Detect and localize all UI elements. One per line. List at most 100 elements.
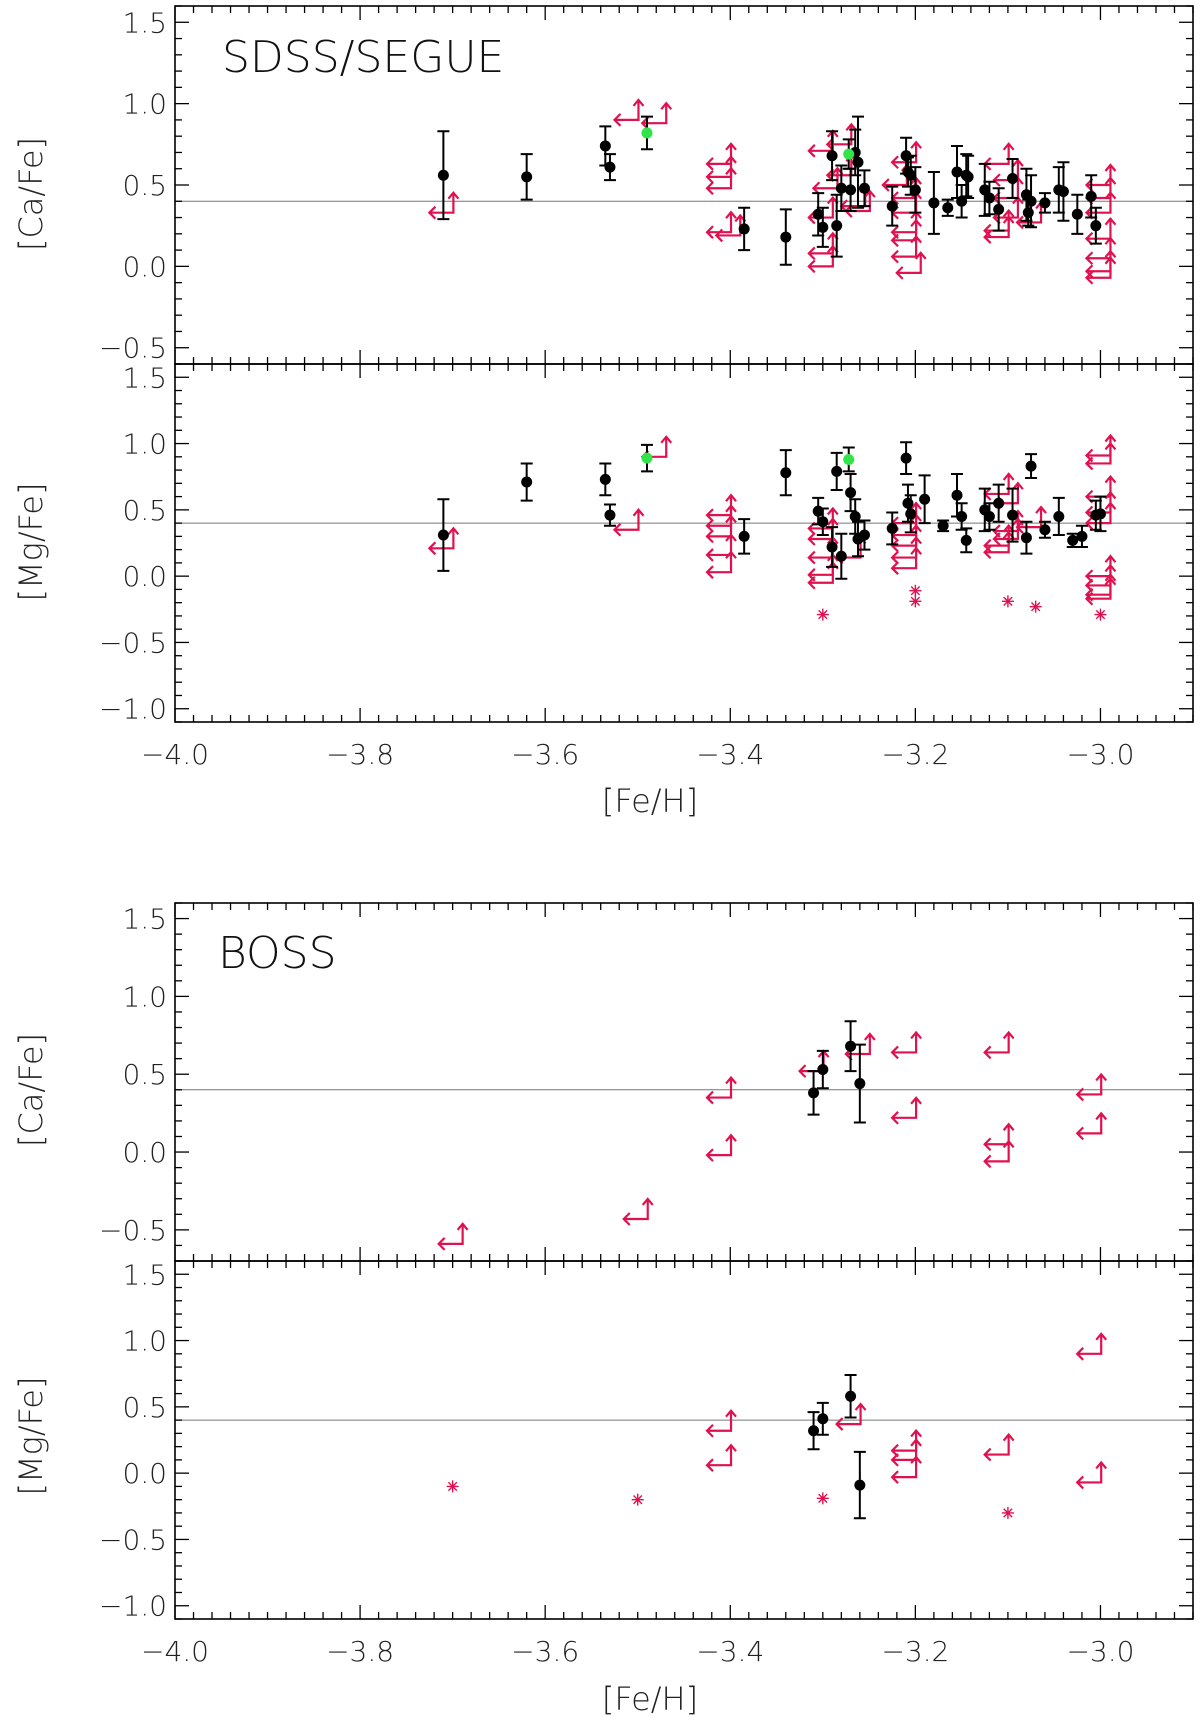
y-tick-label: −1.0 (99, 1590, 167, 1623)
data-point (900, 452, 912, 464)
y-axis-label: [Mg/Fe] (12, 483, 50, 602)
y-axis-label: [Ca/Fe] (12, 1033, 50, 1147)
data-point (738, 223, 750, 235)
upper-limit-marker (1084, 576, 1117, 606)
x-tick-label: −3.0 (1066, 1635, 1134, 1668)
data-point (826, 150, 838, 162)
data-point (845, 487, 857, 499)
y-tick-label: 0.5 (122, 494, 167, 527)
data-point (1020, 532, 1032, 544)
data-point (521, 171, 533, 183)
x-tick-label: −3.8 (326, 738, 394, 771)
data-point (854, 1479, 866, 1491)
data-point (983, 510, 995, 522)
upper-limit-marker (890, 546, 922, 575)
upper-limit-marker (705, 166, 737, 196)
data-point (1071, 208, 1083, 220)
asterisk-marker (1001, 595, 1014, 608)
panel-boss-ca: −0.5 0.0 0.5 1.0 1.5 BOSS [Ca/Fe] (12, 902, 1194, 1262)
x-axis-label: [Fe/H] (602, 1680, 698, 1717)
data-point (1057, 186, 1069, 198)
data-point (831, 220, 843, 232)
y-tick-label: 1.5 (122, 361, 167, 394)
x-tick-label: −4.0 (141, 738, 209, 771)
data-point (817, 516, 829, 528)
asterisk-marker (909, 584, 922, 597)
upper-limit-marker (890, 1096, 922, 1125)
data-point (979, 184, 991, 196)
upper-limit-marker (705, 1133, 737, 1162)
data-point (886, 522, 898, 534)
y-tick-label: 0.0 (122, 250, 167, 283)
upper-limit-marker (983, 215, 1015, 244)
data-point (817, 221, 829, 233)
x-tick-label: −3.4 (696, 1635, 764, 1668)
asterisk-marker (631, 1493, 644, 1506)
data-point (942, 202, 954, 214)
data-point (905, 169, 917, 181)
upper-limit-marker (983, 1030, 1015, 1060)
upper-limit-marker (890, 234, 922, 264)
upper-limit-marker (612, 508, 645, 537)
data-point (780, 231, 792, 243)
x-tick-label: −3.6 (511, 738, 579, 771)
y-tick-label: −0.5 (99, 626, 167, 659)
upper-limit-marker (890, 1455, 922, 1484)
x-tick-label: −4.0 (141, 1635, 209, 1668)
data-point (599, 140, 611, 152)
data-point (437, 169, 449, 181)
highlight-point (843, 148, 855, 160)
y-tick-label: 0.0 (122, 1457, 167, 1490)
data-point (852, 156, 864, 168)
data-point (993, 203, 1005, 215)
data-point (956, 510, 968, 522)
data-point (1067, 534, 1079, 546)
x-tick-label: −3.0 (1066, 738, 1134, 771)
data-point (835, 182, 847, 194)
panel-segue-ca: −0.5 0.0 0.5 1.0 1.5 SDSS/SEGUE [Ca/Fe] (12, 5, 1194, 365)
data-point (817, 1064, 829, 1076)
data-point (831, 465, 843, 477)
data-point (808, 1087, 820, 1099)
asterisk-marker (446, 1480, 459, 1493)
data-point (1039, 524, 1051, 536)
upper-limit-marker (705, 210, 737, 239)
upper-limit-marker (437, 1222, 469, 1251)
panel-title: SDSS/SEGUE (222, 32, 504, 83)
asterisk-marker (909, 595, 922, 608)
data-point (1025, 195, 1037, 207)
upper-limit-marker (835, 1402, 867, 1431)
y-tick-label: 0.5 (122, 1391, 167, 1424)
upper-limit-marker (983, 1432, 1015, 1462)
data-point (437, 529, 449, 541)
upper-limit-marker (427, 190, 460, 220)
data-point (962, 171, 974, 183)
y-tick-label: 0.0 (122, 1136, 167, 1169)
upper-limit-marker (427, 526, 460, 556)
data-point (835, 550, 847, 562)
data-point (738, 530, 750, 542)
x-tick-label: −3.6 (511, 1635, 579, 1668)
upper-limit-marker (983, 142, 1015, 171)
asterisk-marker (1094, 608, 1107, 621)
data-point (780, 467, 792, 479)
data-point (858, 182, 870, 194)
y-tick-label: 1.0 (122, 428, 167, 461)
y-tick-label: −0.5 (99, 1523, 167, 1556)
data-point (909, 184, 921, 196)
y-tick-label: 1.0 (122, 88, 167, 121)
upper-limit-marker (622, 1197, 654, 1226)
plot-frame (174, 363, 1194, 723)
upper-limit-marker (612, 98, 645, 127)
data-point (1022, 207, 1034, 219)
upper-limit-marker (705, 1443, 737, 1472)
panel-boss-mg: −4.0 −3.8 −3.6 −3.4 −3.2 −3.0 −1.0 −0.5 0.0 0.5 1.… (12, 1258, 1194, 1717)
data-point (845, 1390, 857, 1402)
data-point (854, 1078, 866, 1090)
upper-limit-marker (890, 1030, 922, 1060)
data-point (1090, 220, 1102, 232)
data-point (951, 166, 963, 178)
y-tick-label: 0.5 (122, 1058, 167, 1091)
highlight-point (641, 452, 653, 464)
